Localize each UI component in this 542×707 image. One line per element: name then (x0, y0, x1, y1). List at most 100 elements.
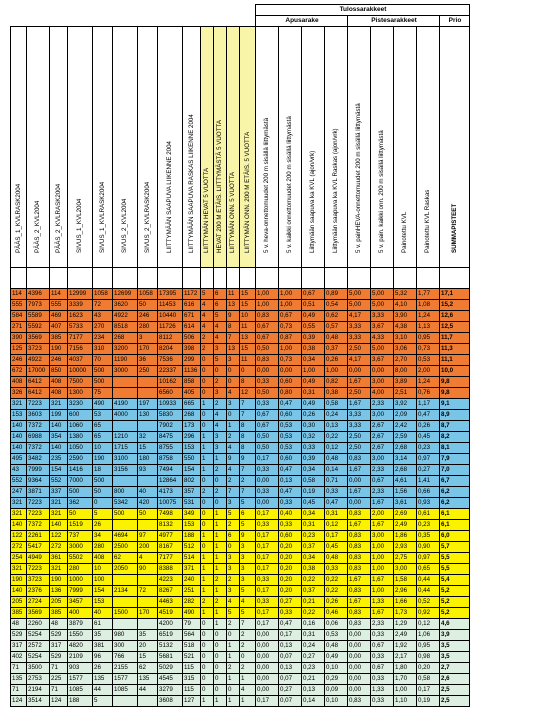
table-cell: 0,17 (416, 684, 440, 696)
table-cell (112, 695, 138, 707)
table-cell: 0,33 (370, 651, 394, 663)
table-cell: 2260 (26, 618, 50, 630)
table-cell: 614 (182, 321, 201, 333)
table-cell: 2,59 (393, 431, 417, 443)
table-cell: 140 (10, 431, 27, 443)
table-cell: 205 (10, 596, 27, 608)
table-cell: 0,53 (278, 420, 302, 432)
table-cell: 2 (226, 574, 240, 586)
table-cell: 8388 (157, 563, 183, 575)
table-cell: 4,61 (393, 475, 417, 487)
table-cell: 13 (226, 343, 240, 355)
table-cell: 0,45 (416, 431, 440, 443)
table-cell: 1 (213, 453, 227, 465)
table-cell: 3 (239, 563, 256, 575)
column-header: 5 v. pain. kaikki onn. 200 m sisällä lii… (370, 26, 394, 268)
table-cell: 0,22 (324, 574, 348, 586)
table-cell: 0 (200, 662, 214, 674)
table-cell: 2 (200, 486, 214, 498)
table-cell: 0,46 (324, 607, 348, 619)
table-cell (112, 618, 138, 630)
table-cell: 8 (239, 431, 256, 443)
table-cell: 0,48 (324, 552, 348, 564)
table-cell: 1,00 (370, 563, 394, 575)
table-row: 43 7999 154 1416 18 3156 93 7494 154 1 2 4 7 0,33 0,47… (10, 464, 470, 476)
table-cell: 114 (49, 288, 68, 300)
table-cell: 8 (226, 321, 240, 333)
table-cell: 0 (92, 497, 113, 509)
table-cell: 321 (10, 497, 27, 509)
table-cell: 0,33 (255, 519, 279, 531)
table-cell: 7000 (67, 475, 93, 487)
table-row: 125 3723 190 7156 310 3200 170 8204 398 2 3 13 15 0,5… (10, 343, 470, 355)
table-cell: 136 (49, 585, 68, 597)
table-cell: 1 (200, 442, 214, 454)
table-cell: 1,73 (393, 607, 417, 619)
table-cell: 135 (137, 673, 158, 685)
table-cell: 0,33 (255, 464, 279, 476)
table-cell: 0 (200, 618, 214, 630)
table-cell: 1172 (182, 288, 201, 300)
table-cell: 3,67 (370, 354, 394, 366)
table-cell: 72 (137, 585, 158, 597)
table-cell: 8755 (157, 442, 183, 454)
table-cell: 0,13 (278, 640, 302, 652)
table-row: 385 3569 385 400 40 1500 170 4519 490 1 1 5 5 0,17 0,3… (10, 607, 470, 619)
table-cell: 3723 (26, 343, 50, 355)
column-header-label: Liittymään saapuva ka KVL Raskas (ajon/v… (332, 128, 339, 253)
table-cell: 7 (239, 409, 256, 421)
table-row: 122 2261 122 737 34 4694 97 4977 188 1 1 6 9 0,17 0,60… (10, 530, 470, 542)
table-cell: 2109 (67, 651, 93, 663)
table-cell: 0,24 (301, 640, 325, 652)
table-cell: 0,66 (416, 486, 440, 498)
table-cell: 500 (67, 486, 93, 498)
table-cell: 1050 (67, 442, 93, 454)
table-cell: 10000 (67, 365, 93, 377)
table-cell: 0,17 (255, 541, 279, 553)
table-cell: 0,00 (347, 684, 371, 696)
table-cell (137, 574, 158, 586)
table-cell: 980 (112, 629, 138, 641)
table-cell: 7999 (67, 585, 93, 597)
table-cell: 115 (182, 684, 201, 696)
table-cell: 2 (239, 629, 256, 641)
column-header-label: 5 v. painHEVA-onnettomuudet 200 m sisäll… (355, 103, 362, 253)
table-cell: 3 (226, 552, 240, 564)
table-cell: 1,00 (278, 288, 302, 300)
table-cell: 1,00 (301, 365, 325, 377)
table-cell: 0,24 (324, 409, 348, 421)
table-cell (112, 420, 138, 432)
table-cell: 70 (92, 354, 113, 366)
table-cell: 0,67 (278, 310, 302, 322)
table-cell: 0,83 (255, 310, 279, 322)
table-cell: 2 (226, 662, 240, 674)
table-cell: 0,83 (347, 552, 371, 564)
table-cell: 2,33 (370, 618, 394, 630)
column-header: Painotettu KVL Raskas (416, 26, 440, 268)
table-cell: 0,07 (278, 651, 302, 663)
table-cell: 10,0 (439, 365, 470, 377)
table-cell: 8204 (157, 343, 183, 355)
column-header: 5 v. painHEVA-onnettomuudet 200 m sisäll… (347, 26, 371, 268)
table-cell: 1,29 (393, 618, 417, 630)
table-cell: 0,95 (416, 640, 440, 652)
table-cell: 5,7 (439, 541, 470, 553)
table-cell: 3 (226, 585, 240, 597)
table-cell: 0,22 (301, 574, 325, 586)
table-cell: 1 (200, 574, 214, 586)
table-cell: 2,50 (347, 442, 371, 454)
table-cell: 3,92 (393, 398, 417, 410)
group-header: Tulossarakkeet (255, 4, 470, 16)
column-header-label: LIITTYMÄN ONN. 200 M ETÄIS. 5 VUOTTA (243, 131, 251, 253)
table-cell: 2,49 (393, 519, 417, 531)
table-cell: 1 (213, 541, 227, 553)
table-cell: 1,56 (393, 486, 417, 498)
table-cell: 0,27 (278, 684, 302, 696)
table-cell: 0,73 (416, 343, 440, 355)
table-cell: 3 (239, 541, 256, 553)
table-cell: 188 (67, 695, 93, 707)
column-header-label: LIITTYMÄN HEVAT 5 VUOTTA (203, 167, 210, 253)
table-cell: 0,20 (278, 585, 302, 597)
table-row: 247 3871 337 500 50 800 40 4173 357 2 2 7 7 0,33 0,47 0… (10, 486, 470, 498)
table-cell: 1,24 (416, 376, 440, 388)
